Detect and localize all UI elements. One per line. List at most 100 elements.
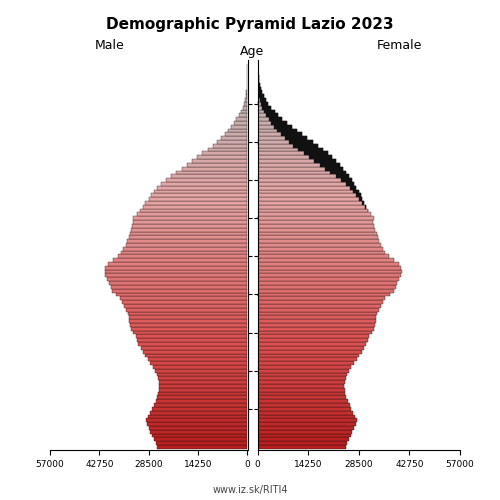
Bar — [258, 156, 332, 159]
Bar — [258, 434, 350, 438]
Bar — [258, 194, 360, 197]
Bar — [258, 400, 348, 403]
Bar — [258, 90, 262, 94]
Bar — [258, 392, 345, 396]
Bar — [298, 148, 323, 152]
Bar — [258, 201, 364, 205]
Bar — [258, 117, 282, 121]
Bar — [159, 388, 248, 392]
Text: Age: Age — [240, 44, 264, 58]
Bar — [150, 361, 248, 365]
Bar — [116, 292, 248, 296]
Bar — [325, 166, 344, 170]
Text: Demographic Pyramid Lazio 2023: Demographic Pyramid Lazio 2023 — [106, 18, 394, 32]
Bar — [258, 346, 364, 350]
Bar — [258, 330, 372, 334]
Bar — [258, 384, 344, 388]
Bar — [258, 152, 328, 156]
Bar — [258, 372, 347, 376]
Bar — [258, 205, 366, 208]
Bar — [236, 117, 248, 121]
Bar — [258, 224, 374, 228]
Bar — [258, 296, 386, 300]
Bar — [258, 288, 394, 292]
Bar — [124, 304, 248, 308]
Bar — [258, 220, 374, 224]
Bar — [152, 407, 248, 410]
Bar — [258, 358, 356, 361]
Bar — [258, 258, 394, 262]
Text: Female: Female — [376, 39, 422, 52]
Bar — [136, 212, 248, 216]
Bar — [269, 117, 282, 121]
Bar — [258, 274, 402, 278]
Bar — [161, 182, 248, 186]
Bar — [138, 342, 248, 346]
Bar — [258, 106, 271, 110]
Bar — [258, 262, 398, 266]
Bar — [141, 346, 248, 350]
Bar — [262, 106, 271, 110]
Bar — [336, 174, 349, 178]
Bar — [132, 327, 248, 330]
Bar — [241, 110, 248, 114]
Bar — [258, 270, 402, 274]
Text: Male: Male — [94, 39, 124, 52]
Bar — [148, 358, 248, 361]
Bar — [258, 312, 377, 316]
Bar — [187, 163, 248, 166]
Bar — [258, 125, 292, 128]
Bar — [160, 384, 248, 388]
Bar — [258, 319, 376, 323]
Bar — [258, 308, 379, 312]
Bar — [133, 220, 248, 224]
Bar — [133, 216, 248, 220]
Bar — [258, 216, 374, 220]
Bar — [258, 232, 376, 235]
Bar — [359, 197, 362, 201]
Bar — [258, 166, 344, 170]
Bar — [278, 128, 296, 132]
Bar — [258, 114, 278, 117]
Bar — [258, 441, 347, 445]
Bar — [128, 236, 248, 239]
Bar — [258, 102, 268, 106]
Bar — [239, 114, 248, 117]
Bar — [113, 258, 248, 262]
Bar — [330, 170, 346, 174]
Bar — [258, 430, 352, 434]
Bar — [122, 300, 248, 304]
Bar — [126, 243, 248, 247]
Bar — [158, 186, 248, 190]
Bar — [143, 205, 248, 208]
Bar — [304, 152, 328, 156]
Bar — [258, 338, 368, 342]
Bar — [258, 178, 352, 182]
Bar — [258, 83, 260, 86]
Bar — [258, 278, 399, 281]
Bar — [258, 144, 318, 148]
Bar — [120, 296, 248, 300]
Bar — [258, 79, 259, 83]
Bar — [146, 418, 248, 422]
Bar — [258, 342, 366, 346]
Bar — [242, 106, 248, 110]
Bar — [258, 186, 356, 190]
Bar — [258, 250, 386, 254]
Bar — [266, 114, 278, 117]
Bar — [258, 334, 369, 338]
Bar — [258, 190, 359, 194]
Bar — [130, 228, 248, 232]
Bar — [258, 438, 349, 441]
Bar — [234, 121, 247, 125]
Bar — [258, 292, 390, 296]
Bar — [264, 110, 274, 114]
Bar — [258, 94, 264, 98]
Bar — [258, 163, 340, 166]
Bar — [258, 132, 302, 136]
Bar — [258, 266, 402, 270]
Bar — [258, 407, 352, 410]
Bar — [258, 388, 344, 392]
Bar — [143, 350, 248, 354]
Bar — [159, 380, 248, 384]
